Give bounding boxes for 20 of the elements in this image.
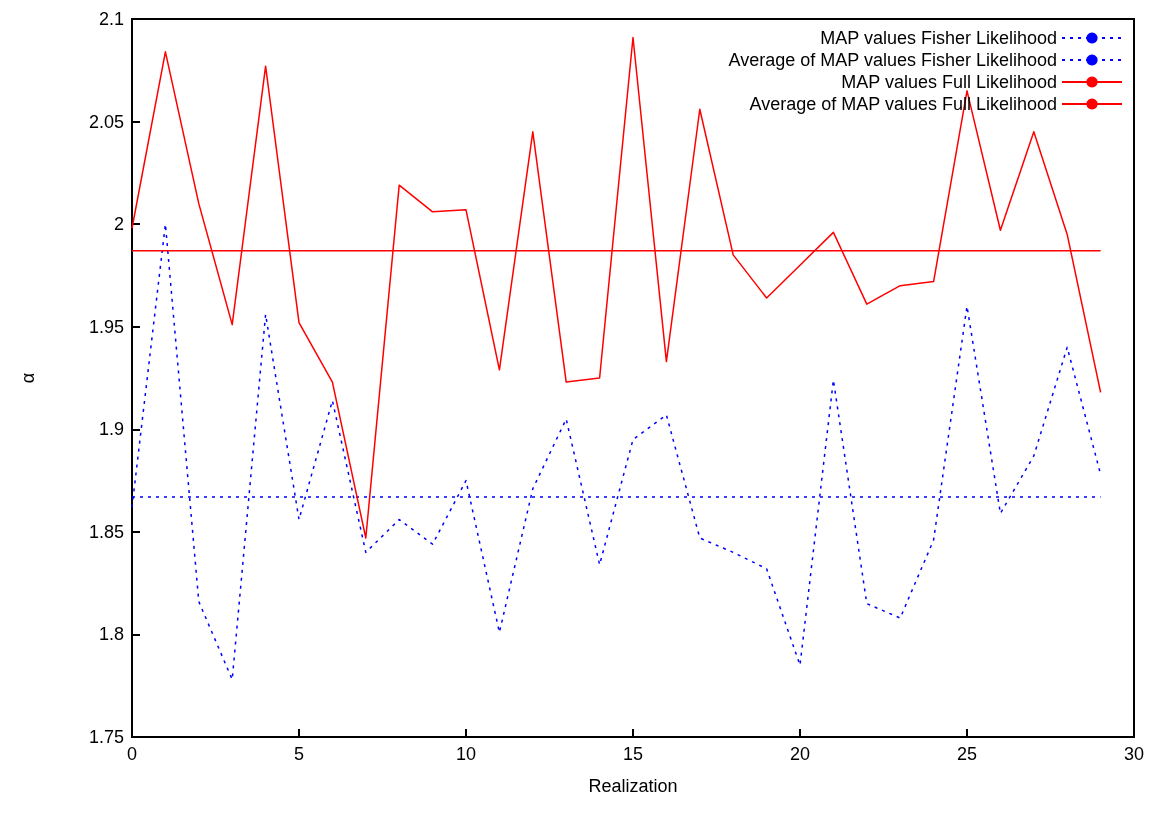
y-tick-label: 2.05 [88, 111, 124, 132]
x-tick-label: 10 [455, 744, 477, 764]
y-tick-label: 2.1 [98, 9, 124, 29]
x-axis-title: Realization [588, 776, 678, 796]
x-tick-label: 30 [1123, 744, 1145, 764]
legend-label: Average of MAP values Fisher Likelihood [728, 50, 1057, 70]
x-tick-label: 25 [956, 744, 978, 764]
x-tick-label: 15 [622, 744, 644, 764]
y-tick-label: 1.8 [98, 624, 124, 645]
legend-label: MAP values Fisher Likelihood [820, 28, 1057, 48]
x-tick-label: 0 [126, 744, 138, 764]
legend-label: MAP values Full Likelihood [841, 72, 1057, 92]
x-tick-label: 5 [293, 744, 305, 764]
y-tick-label: 2 [113, 214, 124, 235]
y-tick-label: 1.9 [98, 419, 124, 440]
y-tick-label: 1.85 [88, 521, 124, 542]
y-tick-label: 1.75 [88, 727, 124, 747]
x-tick-label: 20 [789, 744, 811, 764]
y-axis-title: α [18, 372, 38, 384]
y-tick-label: 1.95 [88, 316, 124, 337]
